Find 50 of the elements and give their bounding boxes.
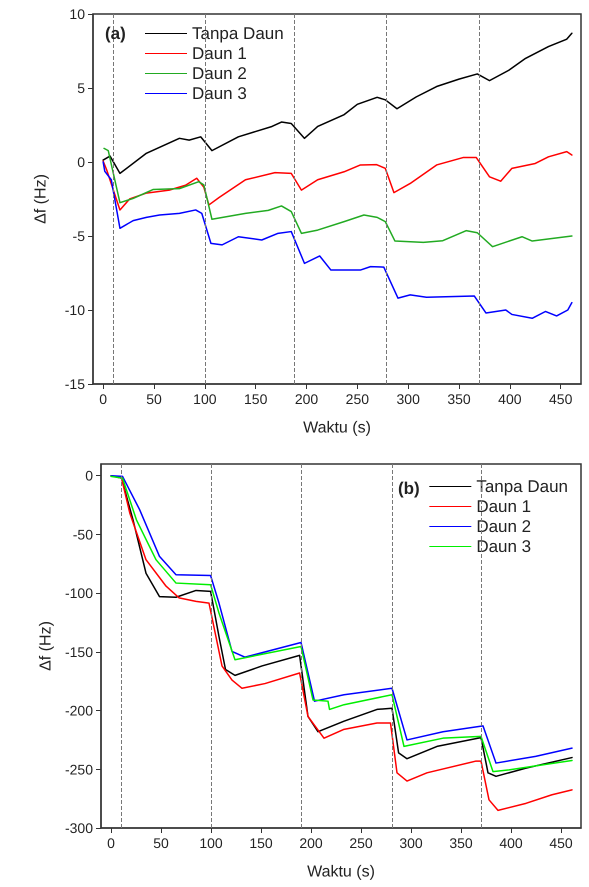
x-tick-label: 350 <box>447 391 471 407</box>
line-series <box>102 161 573 320</box>
y-tick-label: 10 <box>69 6 86 22</box>
x-axis-title: Waktu (s) <box>303 420 371 436</box>
y-tick-label: -200 <box>64 702 94 719</box>
x-tick-label: 50 <box>153 835 169 851</box>
legend-label: Daun 1 <box>476 497 532 516</box>
legend-label: Daun 2 <box>476 517 532 536</box>
x-tick-label: 100 <box>199 835 223 851</box>
x-tick-label: 300 <box>396 391 420 407</box>
x-tick-label: 200 <box>299 835 323 851</box>
y-tick-label: -10 <box>64 302 86 318</box>
y-tick-label: -5 <box>72 228 86 244</box>
x-tick-label: 100 <box>193 391 217 407</box>
x-tick-label: 200 <box>294 391 318 407</box>
y-tick-label: -250 <box>64 761 94 778</box>
y-tick-label: 0 <box>77 154 86 170</box>
line-series <box>102 150 573 211</box>
x-axis-title: Waktu (s) <box>307 864 375 880</box>
y-tick-label: -100 <box>64 585 94 602</box>
x-tick-label: 400 <box>499 835 523 851</box>
y-tick-label: -15 <box>64 376 86 392</box>
legend-label: Daun 3 <box>192 84 247 103</box>
legend-label: Daun 3 <box>476 537 532 556</box>
x-tick-label: 0 <box>107 835 116 851</box>
x-tick-label: 450 <box>549 835 573 851</box>
y-axis-title: Δf (Hz) <box>38 621 55 671</box>
y-tick-label: -150 <box>64 644 94 660</box>
x-tick-label: 450 <box>548 391 573 407</box>
x-tick-label: 50 <box>146 391 162 407</box>
y-tick-label: -300 <box>64 820 94 836</box>
text: (a) <box>105 24 126 43</box>
y-tick-label: 5 <box>77 80 86 96</box>
legend-label: Tanpa Daun <box>476 477 568 496</box>
x-tick-label: 300 <box>399 835 423 851</box>
x-tick-label: 150 <box>249 835 273 851</box>
x-tick-label: 250 <box>349 835 373 851</box>
legend-label: Tanpa Daun <box>192 24 284 43</box>
text: (b) <box>398 479 420 498</box>
legend-label: Daun 1 <box>192 44 247 63</box>
y-tick-label: 0 <box>85 468 94 484</box>
y-axis-title: Δf (Hz) <box>32 174 50 224</box>
x-tick-label: 250 <box>346 391 370 407</box>
x-tick-label: 0 <box>99 391 108 407</box>
x-tick-label: 350 <box>449 835 473 851</box>
y-tick-label: -50 <box>72 526 94 542</box>
x-tick-label: 150 <box>244 391 268 407</box>
line-series <box>103 148 573 248</box>
legend-label: Daun 2 <box>192 64 247 83</box>
x-tick-label: 400 <box>498 391 522 407</box>
